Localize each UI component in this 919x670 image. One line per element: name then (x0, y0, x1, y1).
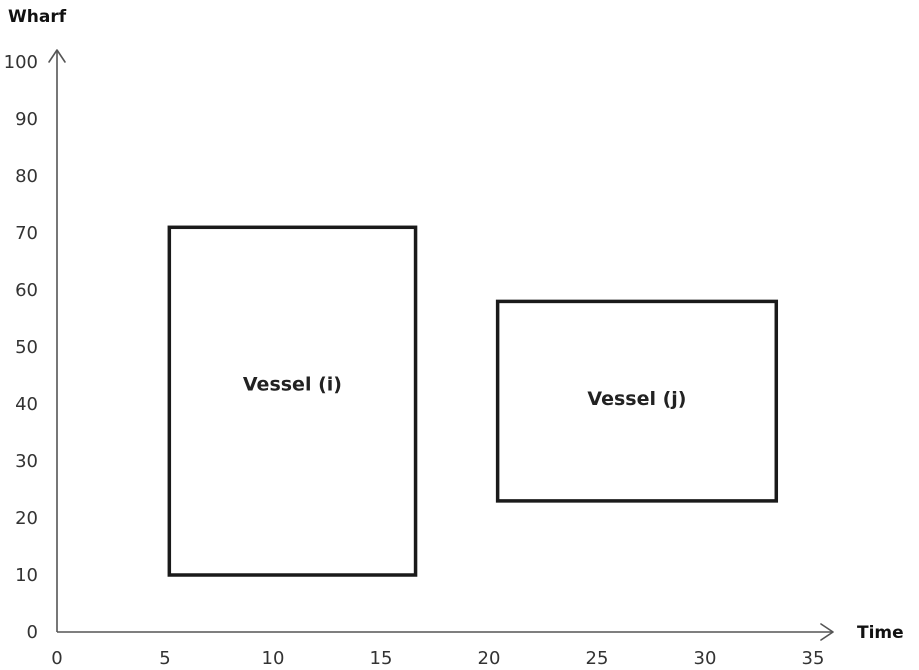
x-tick-label: 0 (51, 648, 62, 669)
y-tick-label: 20 (15, 508, 38, 529)
y-tick-label: 10 (15, 565, 38, 586)
y-axis-title: Wharf (8, 7, 67, 27)
x-tick-label: 5 (159, 648, 170, 669)
x-tick-label: 25 (586, 648, 609, 669)
x-tick-label: 20 (478, 648, 501, 669)
vessel-label: Vessel (i) (243, 374, 342, 396)
y-tick-label: 90 (15, 109, 38, 130)
y-tick-label: 80 (15, 166, 38, 187)
x-axis-arrow-icon (820, 623, 834, 641)
y-tick-labels: 0 10 20 30 40 50 60 70 80 90 100 (4, 52, 38, 643)
x-tick-label: 15 (370, 648, 393, 669)
vessels: Vessel (i) Vessel (j) (167, 225, 779, 577)
x-tick-label: 35 (802, 648, 825, 669)
y-tick-label: 70 (15, 223, 38, 244)
y-tick-label: 0 (27, 622, 38, 643)
x-axis-title: Time (857, 623, 904, 643)
y-tick-label: 40 (15, 394, 38, 415)
y-tick-label: 100 (4, 52, 38, 73)
x-tick-label: 10 (262, 648, 285, 669)
vessel-block (495, 299, 779, 503)
y-tick-label: 30 (15, 451, 38, 472)
x-tick-labels: 0 5 10 15 20 25 30 35 (51, 648, 824, 669)
axes (48, 49, 834, 641)
vessel-block (167, 225, 418, 577)
y-axis-arrow-icon (48, 49, 66, 63)
y-tick-label: 60 (15, 280, 38, 301)
x-tick-label: 30 (694, 648, 717, 669)
vessel-label: Vessel (j) (587, 388, 686, 410)
y-tick-label: 50 (15, 337, 38, 358)
